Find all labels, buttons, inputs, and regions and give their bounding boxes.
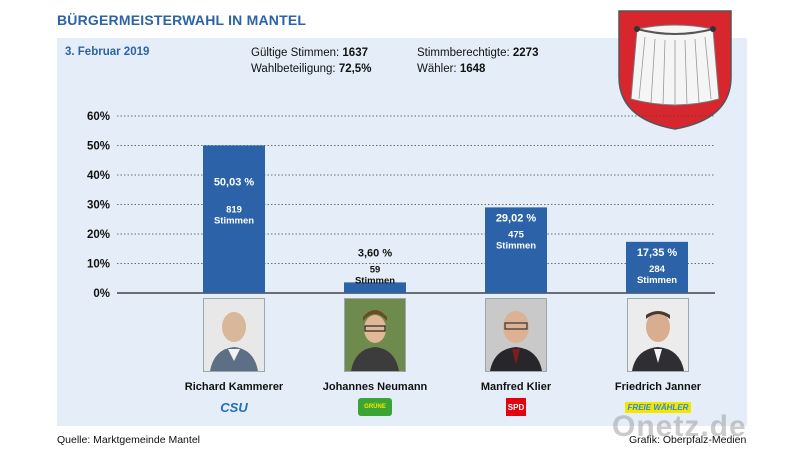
- y-tick-label: 60%: [87, 111, 110, 123]
- votes-unit-label: Stimmen: [214, 215, 254, 226]
- y-tick-label: 0%: [93, 288, 110, 300]
- credit-note: Grafik: Oberpfalz-Medien: [629, 434, 747, 446]
- candidate-name: Manfred Klier: [480, 381, 552, 393]
- bar: [203, 145, 265, 293]
- votes-unit-label: Stimmen: [496, 240, 536, 251]
- candidate-photo: [344, 298, 406, 372]
- data-label: 17,35 %: [637, 247, 678, 259]
- bar: [485, 207, 547, 293]
- freie-waehler-logo: FREIE WÄHLER: [624, 401, 692, 413]
- data-label: 29,02 %: [496, 212, 537, 224]
- csu-logo: CSU: [220, 399, 248, 415]
- spd-logo: SPD: [506, 398, 526, 416]
- party-logo: CSU: [174, 398, 294, 416]
- eligible-voters: Stimmberechtigte: 2273: [417, 45, 538, 61]
- valid-votes-value: 1637: [342, 47, 368, 59]
- candidate-card: Richard Kammerer CSU: [174, 298, 294, 416]
- gruene-logo: GRÜNE: [358, 398, 392, 416]
- valid-votes-label: Gültige Stimmen:: [251, 47, 340, 59]
- bar: [344, 282, 406, 293]
- y-tick-label: 30%: [87, 200, 110, 212]
- data-label: 50,03 %: [214, 176, 255, 188]
- coat-of-arms-icon: [618, 10, 732, 130]
- candidate-photo: [627, 298, 689, 372]
- votes-unit-label: Stimmen: [355, 275, 395, 286]
- bar-layer: [203, 145, 688, 293]
- y-tick-label: 40%: [87, 170, 110, 182]
- votes-label: 59: [370, 264, 381, 275]
- party-logo: FREIE WÄHLER: [598, 398, 718, 416]
- party-logo: GRÜNE: [315, 398, 435, 416]
- bar-chart: 0%10%20%30%40%50%60%50,03 %819Stimmen3,6…: [87, 111, 715, 300]
- votes-label: 475: [508, 229, 525, 240]
- candidate-name: Richard Kammerer: [184, 381, 284, 393]
- stats-right: Stimmberechtigte: 2273 Wähler: 1648: [417, 45, 538, 77]
- label-layer: 0%10%20%30%40%50%60%50,03 %819Stimmen3,6…: [87, 111, 677, 300]
- voters-label: Wähler:: [417, 63, 457, 75]
- candidate-name: Friedrich Janner: [614, 381, 702, 393]
- valid-votes: Gültige Stimmen: 1637: [251, 45, 371, 61]
- source-note: Quelle: Marktgemeinde Mantel: [57, 434, 200, 446]
- eligible-label: Stimmberechtigte:: [417, 47, 510, 59]
- data-label: 3,60 %: [358, 247, 392, 259]
- voters: Wähler: 1648: [417, 61, 538, 77]
- y-tick-label: 50%: [87, 141, 110, 153]
- votes-label: 819: [226, 204, 242, 215]
- turnout-value: 72,5%: [338, 63, 372, 75]
- y-tick-label: 10%: [87, 259, 110, 271]
- candidate-card: Friedrich Janner FREIE WÄHLER: [598, 298, 718, 416]
- election-date: 3. Februar 2019: [65, 46, 150, 58]
- turnout-label: Wahlbeteiligung:: [251, 63, 336, 75]
- votes-label: 284: [649, 264, 666, 275]
- voters-value: 1648: [459, 63, 486, 75]
- candidate-card: Manfred Klier SPD: [456, 298, 576, 416]
- candidate-card: Johannes Neumann GRÜNE: [315, 298, 435, 416]
- eligible-value: 2273: [512, 47, 539, 59]
- candidate-photo: [203, 298, 265, 372]
- candidate-photo: [485, 298, 547, 372]
- candidate-name: Johannes Neumann: [322, 381, 428, 393]
- y-tick-label: 20%: [87, 229, 110, 241]
- bar: [626, 241, 688, 293]
- stats-left: Gültige Stimmen: 1637 Wahlbeteiligung: 7…: [251, 45, 371, 77]
- party-logo: SPD: [456, 398, 576, 416]
- votes-unit-label: Stimmen: [637, 275, 677, 286]
- watermark: Onetz.de: [612, 410, 747, 443]
- page-title: BÜRGERMEISTERWAHL IN MANTEL: [57, 12, 307, 28]
- turnout: Wahlbeteiligung: 72,5%: [251, 61, 371, 77]
